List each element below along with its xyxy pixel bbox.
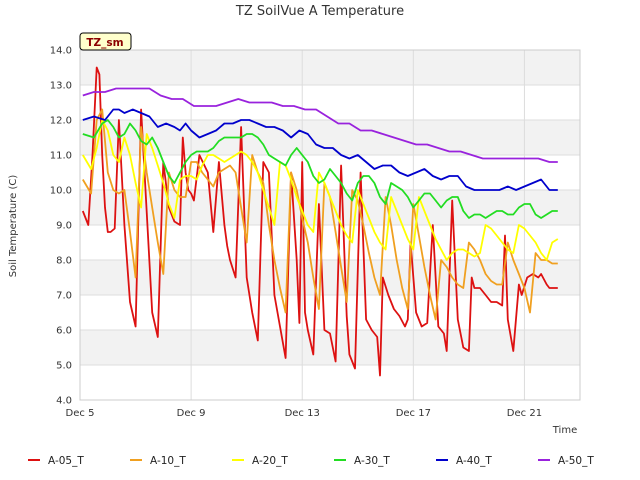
- series-line-a-40-t: [82, 108, 558, 191]
- y-tick-label: 5.0: [56, 361, 72, 372]
- y-tick-label: 11.0: [50, 151, 72, 162]
- x-tick-label: Dec 21: [507, 408, 542, 419]
- y-tick-label: 8.0: [56, 256, 72, 267]
- y-tick-label: 14.0: [50, 46, 72, 57]
- x-tick-label: Dec 5: [66, 408, 95, 419]
- legend-label: A-10_T: [150, 455, 186, 467]
- plot-band: [80, 120, 580, 155]
- series-layer: [81, 66, 559, 377]
- y-axis-label: Soil Temperature (C): [8, 175, 19, 278]
- series-line-a-05-t: [81, 66, 558, 377]
- y-tick-label: 13.0: [50, 81, 72, 92]
- x-tick-label: Dec 9: [177, 408, 206, 419]
- x-tick-label: Dec 13: [285, 408, 320, 419]
- y-tick-label: 4.0: [56, 396, 72, 407]
- x-axis-label: Time: [552, 425, 577, 436]
- y-tick-label: 12.0: [50, 116, 72, 127]
- chart-title: TZ SoilVue A Temperature: [235, 4, 404, 19]
- y-tick-label: 9.0: [56, 221, 72, 232]
- y-axis: 4.0 5.0 6.0 7.0 8.0 9.0 10.0 11.0 12.0 13.0 14.0: [50, 46, 72, 407]
- plot-band: [80, 50, 580, 85]
- y-tick-label: 6.0: [56, 326, 72, 337]
- tag-label: TZ_sm: [86, 37, 123, 49]
- legend-label: A-20_T: [252, 455, 288, 467]
- tag-label-box: TZ_sm: [79, 32, 132, 51]
- series-line-a-30-t: [82, 119, 558, 219]
- legend-label: A-50_T: [558, 455, 594, 467]
- legend-label: A-30_T: [354, 455, 390, 467]
- x-tick-label: Dec 17: [396, 408, 431, 419]
- legend-label: A-40_T: [456, 455, 492, 467]
- series-line-a-50-t: [82, 87, 558, 163]
- grid-lines: [79, 49, 581, 401]
- x-axis: Dec 5 Dec 9 Dec 13 Dec 17 Dec 21: [66, 408, 543, 419]
- series-line-a-20-t: [82, 119, 559, 261]
- y-tick-label: 7.0: [56, 291, 72, 302]
- legend-label: A-05_T: [48, 455, 84, 467]
- plot-frame: [79, 49, 581, 401]
- series-line-a-10-t: [82, 108, 558, 321]
- y-tick-label: 10.0: [50, 186, 72, 197]
- legend: A-05_T A-10_T A-20_T A-30_T A-40_T A-50_T: [28, 455, 594, 467]
